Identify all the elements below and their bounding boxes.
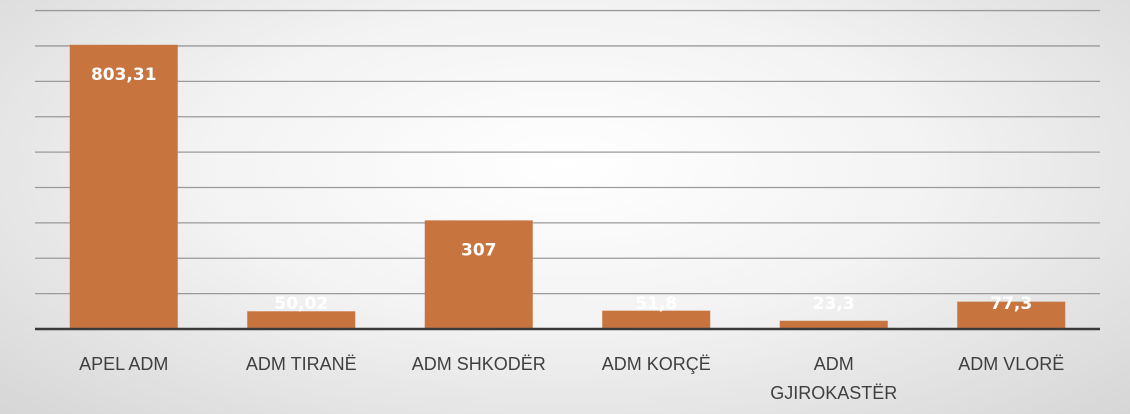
x-tick-label: ADM VLORË — [958, 354, 1064, 374]
data-label: 51,8 — [635, 294, 677, 314]
bar — [602, 310, 711, 329]
x-tick-label: ADM SHKODËR — [412, 354, 546, 374]
bar — [424, 220, 533, 329]
data-label: 307 — [461, 240, 497, 260]
bar — [779, 320, 888, 329]
data-label: 803,31 — [91, 65, 157, 85]
x-tick-label: ADM KORÇË — [602, 354, 711, 374]
x-tick-label: ADM TIRANË — [246, 354, 357, 374]
bars — [69, 44, 1066, 330]
gridlines — [35, 9, 1100, 295]
data-label: 23,3 — [813, 294, 855, 314]
bar — [957, 301, 1066, 329]
data-label: 50,02 — [274, 294, 328, 314]
bar — [247, 311, 356, 329]
bar — [69, 44, 178, 330]
category-labels: APEL ADM ADM TIRANË ADM SHKODËR ADM KORÇË AD… — [79, 354, 1064, 403]
data-label: 77,3 — [990, 294, 1032, 314]
data-labels: 803,31 50,02 307 51,8 23,3 77,3 — [91, 65, 1032, 314]
x-tick-label: ADM GJIROKASTËR — [770, 354, 897, 403]
x-tick-label: APEL ADM — [79, 354, 168, 374]
